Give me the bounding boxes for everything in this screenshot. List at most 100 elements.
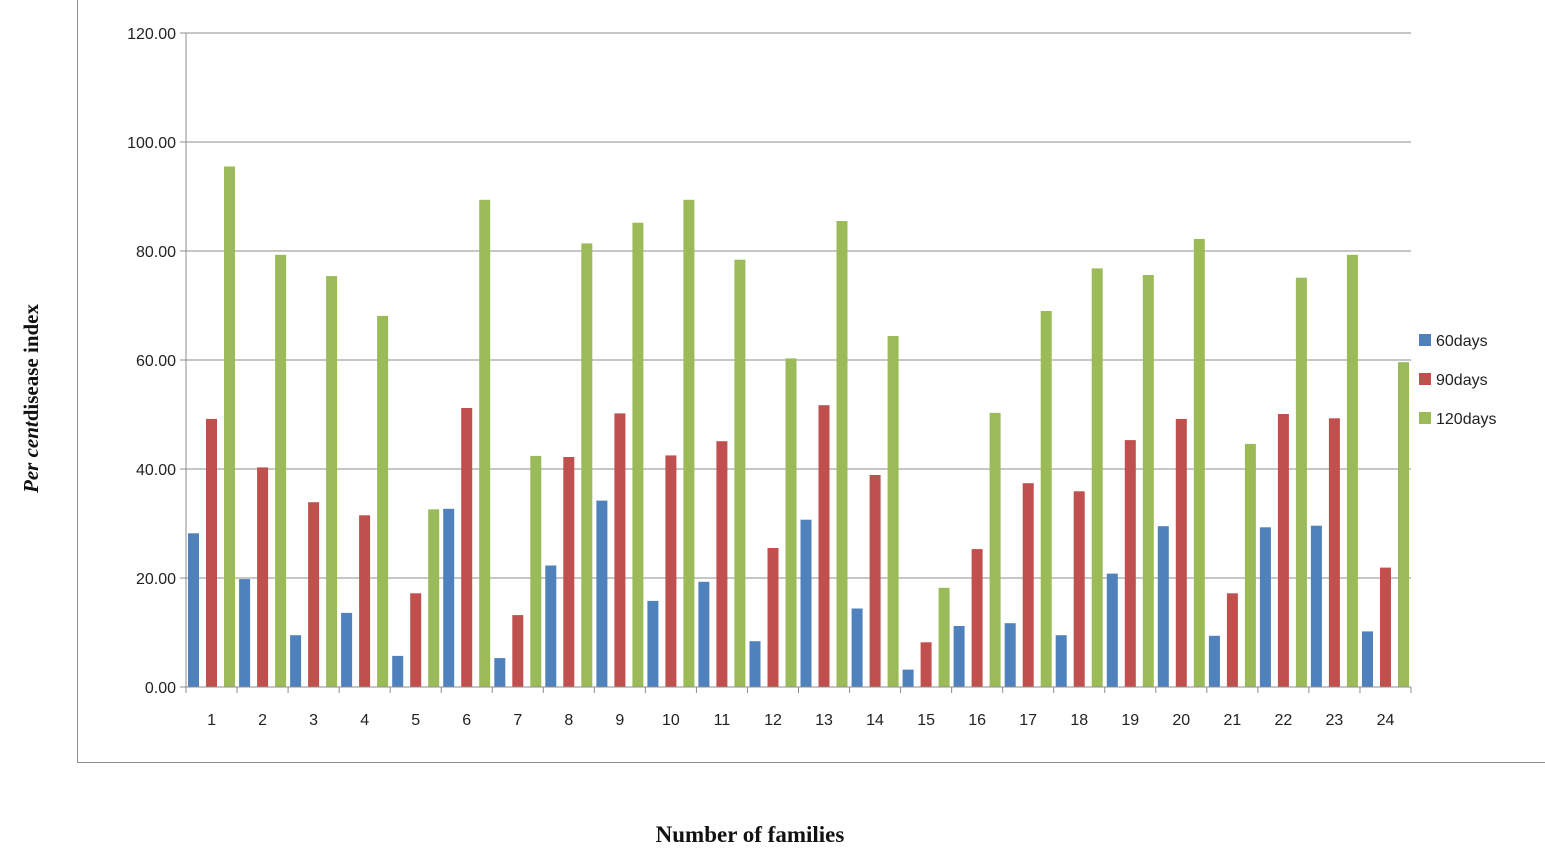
x-tick-label: 17 [1019, 712, 1037, 729]
bar-90days-family-20 [1175, 418, 1187, 687]
bar-90days-family-14 [869, 475, 881, 687]
bar-120days-family-23 [1346, 254, 1358, 688]
bar-120days-family-7 [530, 455, 542, 687]
bar-120days-family-3 [326, 276, 338, 687]
bar-90days-family-9 [614, 413, 626, 687]
x-tick-label: 21 [1223, 712, 1241, 729]
x-tick-label: 7 [513, 712, 522, 729]
bar-90days-family-15 [920, 642, 932, 687]
bar-120days-family-20 [1193, 239, 1205, 687]
bar-60days-family-1 [188, 533, 199, 687]
legend-swatch-120days [1419, 412, 1431, 424]
legend-label-90days: 90days [1436, 372, 1488, 389]
bar-120days-family-21 [1244, 443, 1256, 687]
x-axis-label: Number of families [655, 822, 845, 847]
x-axis-ticks: 1 2 3 4 5 6 7 8 9 10 11 12 13 14 15 16 17 18 19 20 21 22 23 24 [185, 687, 1412, 729]
x-tick-label: 3 [309, 712, 318, 729]
bar-60days-family-21 [1208, 635, 1220, 687]
bar-90days-family-1 [206, 418, 217, 687]
bar-90days-family-4 [359, 515, 371, 687]
bar-90days-family-13 [818, 405, 830, 687]
x-tick-label: 23 [1326, 712, 1344, 729]
bar-90days-family-7 [512, 615, 524, 687]
bar-90days-family-10 [665, 455, 677, 687]
bar-90days-family-2 [257, 467, 269, 687]
bar-120days-family-18 [1091, 268, 1103, 687]
bar-60days-family-6 [443, 508, 455, 687]
bar-120days-family-16 [989, 412, 1001, 687]
y-tick-label: 100.00 [127, 135, 176, 152]
bar-60days-family-22 [1259, 527, 1271, 687]
x-tick-label: 14 [866, 712, 884, 729]
bar-120days-family-24 [1398, 362, 1409, 687]
bar-60days-family-3 [290, 635, 302, 687]
x-tick-label: 1 [207, 712, 216, 729]
bar-120days-family-5 [428, 509, 440, 687]
bars [188, 166, 1409, 688]
bar-60days-family-8 [545, 565, 557, 687]
x-tick-label: 11 [714, 712, 731, 729]
x-tick-label: 22 [1274, 712, 1292, 729]
x-tick-label: 19 [1121, 712, 1139, 729]
bar-120days-family-17 [1040, 311, 1052, 687]
bar-120days-family-12 [785, 358, 797, 687]
bar-60days-family-17 [1004, 623, 1016, 687]
bar-120days-family-15 [938, 587, 950, 687]
bar-60days-family-4 [341, 612, 353, 687]
bar-60days-family-7 [494, 658, 506, 687]
x-tick-label: 5 [411, 712, 420, 729]
y-tick-label: 0.00 [145, 680, 176, 697]
x-tick-label: 9 [615, 712, 624, 729]
bar-60days-family-9 [596, 500, 608, 687]
bar-90days-family-16 [971, 549, 983, 687]
bar-90days-family-6 [461, 408, 473, 687]
bar-60days-family-20 [1157, 526, 1169, 687]
bar-60days-family-15 [902, 669, 914, 687]
legend-label-60days: 60days [1436, 333, 1488, 350]
x-tick-label: 20 [1172, 712, 1190, 729]
bar-90days-family-21 [1226, 593, 1238, 687]
y-axis-ticks: 0.00 20.00 40.00 60.00 80.00 100.00 120.00 [127, 26, 186, 697]
bar-60days-family-23 [1310, 525, 1322, 687]
bar-90days-family-12 [767, 548, 779, 687]
bar-120days-family-11 [734, 259, 746, 687]
x-tick-label: 16 [968, 712, 986, 729]
bar-60days-family-24 [1362, 631, 1373, 687]
bar-90days-family-8 [563, 457, 575, 687]
bar-60days-family-11 [698, 581, 710, 687]
bar-120days-family-10 [683, 199, 695, 688]
bar-120days-family-19 [1142, 275, 1154, 687]
gridlines [186, 32, 1411, 579]
bar-120days-family-6 [479, 199, 491, 688]
x-tick-label: 2 [258, 712, 267, 729]
bar-90days-family-22 [1277, 414, 1289, 687]
y-tick-label: 80.00 [136, 244, 176, 261]
bar-120days-family-2 [275, 254, 287, 688]
y-tick-label: 40.00 [136, 462, 176, 479]
bar-90days-family-24 [1380, 567, 1391, 687]
bar-60days-family-14 [851, 608, 863, 687]
bar-90days-family-23 [1328, 418, 1340, 687]
x-tick-label: 24 [1377, 712, 1395, 729]
bar-60days-family-10 [647, 600, 659, 687]
y-axis-label: Per centdisease index [19, 304, 44, 493]
bar-60days-family-13 [800, 519, 812, 687]
bar-120days-family-9 [632, 222, 644, 687]
bar-120days-family-22 [1295, 277, 1307, 687]
x-tick-label: 8 [564, 712, 573, 729]
y-tick-label: 20.00 [136, 571, 176, 588]
bar-90days-family-3 [308, 502, 320, 687]
x-tick-label: 12 [764, 712, 782, 729]
y-tick-label: 60.00 [136, 353, 176, 370]
y-axis-label-rest: disease index [19, 304, 43, 422]
bar-90days-family-5 [410, 593, 422, 687]
y-tick-label: 120.00 [127, 26, 176, 43]
x-tick-label: 4 [360, 712, 369, 729]
bar-60days-family-18 [1055, 635, 1067, 687]
x-tick-label: 15 [917, 712, 935, 729]
bar-60days-family-12 [749, 641, 761, 687]
bar-60days-family-2 [239, 579, 251, 687]
bar-120days-family-14 [887, 336, 899, 687]
bar-60days-family-5 [392, 655, 404, 687]
bar-60days-family-19 [1106, 573, 1118, 687]
